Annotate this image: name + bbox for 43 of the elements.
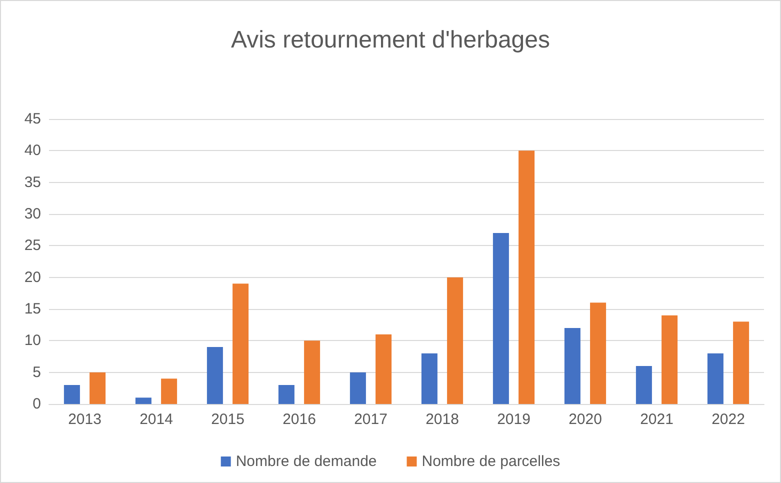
x-tick-label: 2018	[426, 411, 459, 428]
x-tick-label: 2013	[68, 411, 102, 428]
bar	[518, 150, 535, 404]
bar	[161, 378, 178, 404]
x-tick-label: 2014	[140, 411, 173, 428]
legend-label: Nombre de parcelles	[422, 453, 560, 470]
chart-title: Avis retournement d'herbages	[231, 26, 550, 54]
bar	[636, 366, 652, 404]
bar	[492, 233, 509, 404]
bar	[232, 284, 249, 404]
bar	[662, 315, 678, 404]
y-tick-label: 35	[24, 174, 41, 191]
bar	[421, 353, 438, 404]
bar	[90, 372, 106, 404]
bar	[376, 334, 392, 404]
y-tick-label: 25	[24, 237, 41, 254]
y-tick-label: 20	[24, 268, 41, 286]
legend-label: Nombre de demande	[236, 453, 377, 470]
x-tick-label: 2021	[640, 411, 674, 428]
x-tick-label: 2016	[282, 411, 316, 428]
y-tick-label: 5	[32, 364, 41, 381]
bar	[733, 322, 750, 404]
x-tick-label: 2022	[712, 411, 745, 428]
y-tick-label: 30	[24, 206, 41, 222]
x-tick-label: 2015	[211, 411, 244, 428]
y-tick-label: 10	[24, 332, 41, 350]
bar	[64, 385, 80, 404]
bar	[350, 372, 366, 404]
y-tick-label: 15	[24, 300, 41, 318]
bar	[278, 385, 294, 404]
x-tick-label: 2019	[497, 411, 530, 428]
bar	[304, 340, 320, 404]
bar	[707, 353, 724, 404]
bar	[447, 277, 464, 404]
x-tick-label: 2017	[354, 411, 388, 428]
bar	[206, 347, 223, 404]
bar	[135, 398, 152, 404]
bar	[590, 302, 606, 404]
bar	[564, 328, 580, 404]
y-tick-label: 45	[24, 110, 41, 128]
x-tick-label: 2020	[568, 411, 602, 428]
y-tick-label: 0	[32, 396, 41, 412]
y-tick-label: 40	[24, 142, 41, 160]
